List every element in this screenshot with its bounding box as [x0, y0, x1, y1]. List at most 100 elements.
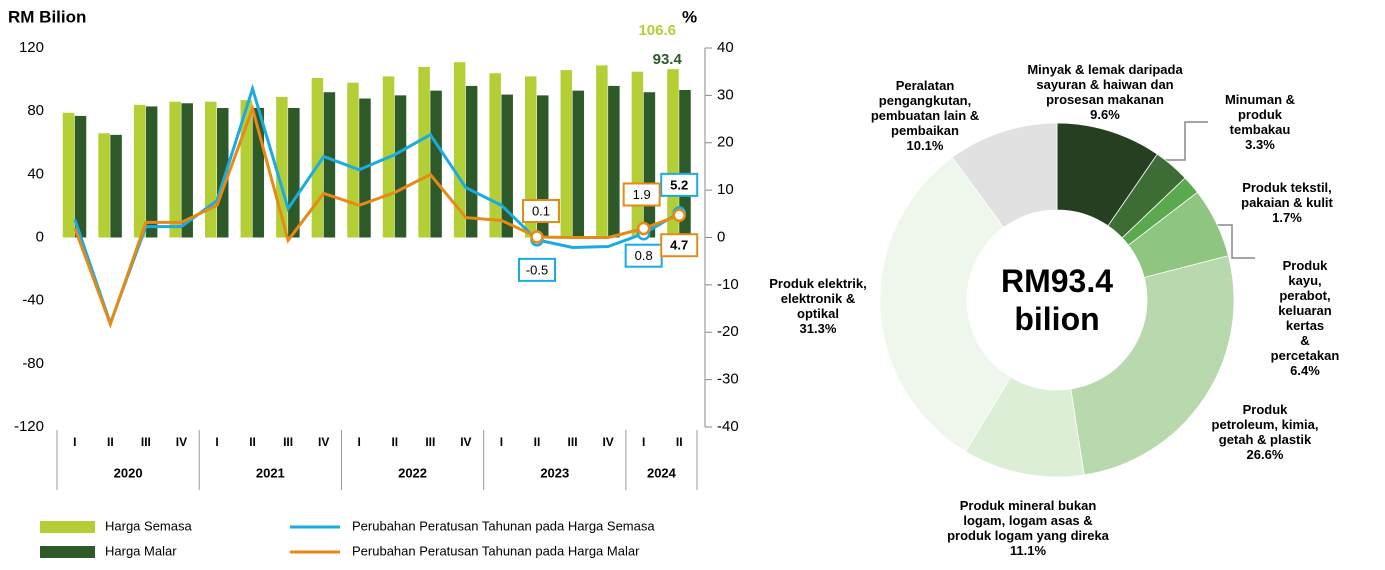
bar — [110, 134, 122, 238]
bar — [418, 66, 430, 238]
donut-label-group: Produk petroleum, kimia, getah & plastik… — [1212, 402, 1319, 462]
x-tick-label: II — [249, 435, 256, 449]
donut-label: Produk petroleum, kimia, getah & plastik — [1211, 402, 1319, 447]
legend-label: Harga Semasa — [105, 518, 192, 533]
x-tick-label: IV — [176, 435, 187, 449]
y2-tick-label: 10 — [717, 181, 734, 198]
legend-swatch — [40, 546, 95, 558]
donut-label-group: Minyak & lemak daripada sayuran & haiwan… — [1027, 62, 1182, 122]
donut-segment — [879, 156, 1012, 453]
bar — [98, 133, 110, 238]
x-tick-label: III — [141, 435, 151, 449]
y-tick-label: -40 — [22, 292, 44, 309]
donut-value-label: 26.6% — [1246, 447, 1284, 462]
x-tick-label: II — [391, 435, 398, 449]
x-group-label: 2021 — [256, 465, 285, 480]
x-tick-label: II — [676, 435, 683, 449]
donut-center-text: RM93.4 bilion — [1000, 263, 1114, 337]
legend-label: Perubahan Peratusan Tahunan pada Harga M… — [352, 543, 640, 558]
donut-value-label: 9.6% — [1090, 107, 1120, 122]
line-marker — [530, 230, 544, 244]
y2-tick-label: 0 — [717, 228, 725, 245]
bar — [205, 101, 217, 238]
y-tick-label: -80 — [22, 355, 44, 372]
bar — [323, 92, 336, 238]
donut-label: Produk mineral bukan logam, logam asas &… — [947, 498, 1109, 543]
leader-line — [1208, 224, 1255, 259]
bar — [631, 71, 644, 238]
donut-label-group: Produk kayu, perabot, keluaran kertas & … — [1265, 258, 1345, 378]
x-tick-label: I — [642, 435, 645, 449]
x-group-label: 2023 — [540, 465, 569, 480]
bar — [240, 100, 253, 238]
line-marker — [636, 221, 651, 236]
bar — [667, 69, 679, 238]
donut-label-group: Produk tekstil, pakaian & kulit 1.7% — [1241, 180, 1333, 225]
bar — [643, 92, 656, 238]
donut-value-label: 6.4% — [1290, 363, 1320, 378]
donut-value-label: 11.1% — [1009, 543, 1047, 558]
y-tick-label: 120 — [19, 39, 44, 56]
data-label-box — [660, 172, 699, 197]
y-tick-label: 80 — [27, 102, 44, 119]
bar — [394, 95, 407, 238]
data-label: -0.5 — [526, 262, 548, 277]
bar — [489, 73, 501, 238]
x-group-label: 2020 — [114, 465, 143, 480]
data-label: 4.7 — [670, 238, 688, 253]
x-tick-label: II — [534, 435, 541, 449]
legend-label: Harga Malar — [105, 543, 177, 558]
data-label-box — [522, 199, 560, 224]
line-marker — [672, 208, 686, 222]
data-label: 0.8 — [635, 248, 653, 263]
donut-value-label: 10.1% — [906, 138, 944, 153]
bar — [62, 112, 75, 238]
data-label: 106.6 — [638, 22, 676, 39]
donut-label-group: Produk mineral bukan logam, logam asas &… — [947, 498, 1109, 558]
y-tick-label: 40 — [27, 165, 44, 182]
data-label: 5.2 — [670, 177, 688, 192]
y2-tick-label: -30 — [717, 371, 739, 388]
y-axis-label: RM Bilion — [8, 7, 86, 26]
bar — [465, 85, 478, 238]
bar — [453, 62, 466, 238]
bar — [181, 103, 193, 238]
y-tick-label: 0 — [36, 228, 44, 245]
data-label-box — [622, 182, 661, 207]
bar — [169, 101, 181, 238]
bar — [572, 90, 585, 238]
bar — [679, 90, 691, 238]
donut-label-group: Produk elektrik, elektronik & optikal 31.… — [769, 276, 867, 336]
donut-segment — [951, 122, 1058, 229]
x-tick-label: III — [283, 435, 293, 449]
donut-label: Peralatan pengangkutan, pembuatan lain &… — [870, 78, 980, 138]
x-tick-label: IV — [602, 435, 613, 449]
donut-label-group: Minuman & produk tembakau 3.3% — [1225, 92, 1295, 152]
bar — [560, 70, 573, 238]
donut-value-label: 3.3% — [1245, 137, 1275, 152]
leader-line — [1160, 121, 1208, 161]
x-group-label: 2024 — [647, 465, 677, 480]
bar — [288, 108, 300, 238]
donut-value-label: 1.7% — [1272, 210, 1302, 225]
donut-label: Produk elektrik, elektronik & optikal — [769, 276, 867, 321]
x-group-label: 2022 — [398, 465, 427, 480]
donut-label-group: Peralatan pengangkutan, pembuatan lain &… — [871, 78, 979, 153]
x-tick-label: III — [568, 435, 578, 449]
bar — [537, 95, 549, 238]
y2-axis-label: % — [682, 7, 697, 26]
donut-label: Minyak & lemak daripada sayuran & haiwan… — [1027, 62, 1183, 107]
bar — [252, 108, 265, 238]
bar — [133, 104, 146, 238]
x-tick-label: I — [73, 435, 76, 449]
x-tick-label: IV — [318, 435, 329, 449]
x-tick-label: I — [500, 435, 503, 449]
x-tick-label: II — [107, 435, 114, 449]
data-label: 0.1 — [532, 203, 550, 218]
bar — [347, 82, 359, 238]
y-tick-label: -120 — [14, 418, 44, 435]
bar — [276, 96, 288, 238]
bar — [74, 115, 87, 238]
